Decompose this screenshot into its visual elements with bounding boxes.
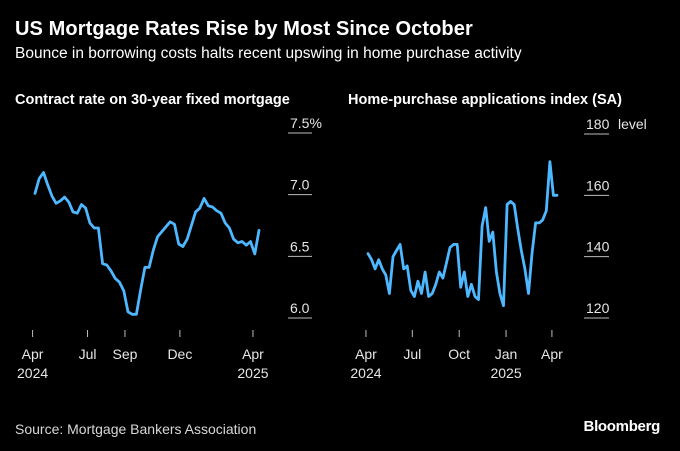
chart-title: US Mortgage Rates Rise by Most Since Oct… (15, 18, 473, 40)
x-tick-year-0-0: 2024 (17, 365, 48, 381)
y-tick-label-1-0: 180 (586, 116, 610, 132)
x-tick-year-1-0: 2024 (350, 365, 381, 381)
x-tick-label-1-1: Jul (403, 346, 421, 362)
source-note: Source: Mortgage Bankers Association (15, 421, 257, 437)
bloomberg-logo: Bloomberg (583, 418, 661, 435)
y-unit-label-1: level (618, 116, 647, 132)
y-tick-label-0-1: 7.0 (290, 177, 310, 193)
left-panel-title: Contract rate on 30-year fixed mortgage (15, 92, 290, 108)
x-tick-year-0-4: 2025 (237, 365, 268, 381)
right-panel-title: Home-purchase applications index (SA) (348, 92, 622, 108)
x-tick-label-0-1: Jul (79, 346, 97, 362)
x-tick-year-1-3: 2025 (490, 365, 521, 381)
series-line-0-0 (33, 171, 261, 316)
y-tick-label-0-0: 7.5% (290, 115, 322, 131)
y-tick-label-0-2: 6.5 (290, 238, 310, 254)
x-tick-label-0-3: Dec (167, 346, 192, 362)
y-tick-label-1-1: 160 (586, 177, 610, 193)
x-tick-label-1-4: Apr (541, 346, 563, 362)
y-tick-label-0-3: 6.0 (290, 300, 310, 316)
y-tick-label-1-3: 120 (586, 300, 610, 316)
x-tick-label-1-0: Apr (355, 346, 377, 362)
y-tick-label-1-2: 140 (586, 239, 610, 255)
x-tick-label-1-2: Oct (448, 346, 470, 362)
x-tick-label-0-2: Sep (113, 346, 138, 362)
x-tick-label-0-0: Apr (22, 346, 44, 362)
x-tick-label-1-3: Jan (495, 346, 518, 362)
chart-subtitle: Bounce in borrowing costs halts recent u… (15, 45, 522, 62)
series-line-1-0 (366, 160, 559, 308)
x-tick-label-0-4: Apr (242, 346, 264, 362)
